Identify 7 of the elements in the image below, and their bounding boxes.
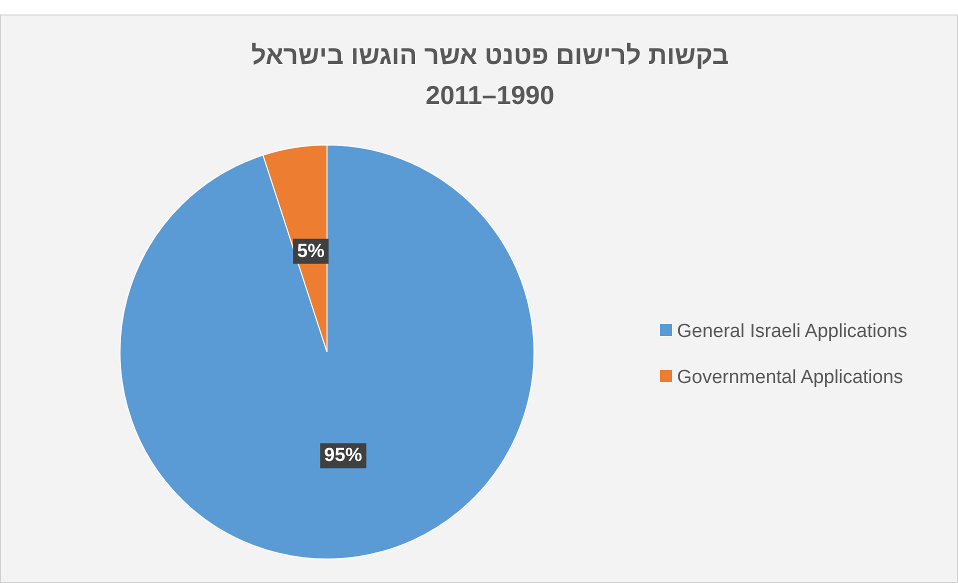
legend-label: Governmental Applications: [677, 367, 904, 388]
chart-subtitle: 2011–1990: [426, 80, 554, 110]
data-label: 95%: [324, 445, 362, 466]
legend-label: General Israeli Applications: [677, 321, 908, 342]
pie-slice: [120, 144, 534, 560]
chart-title: בקשות לרישום פטנט אשר הוגשו בישראל: [251, 40, 729, 70]
data-label: 5%: [297, 240, 325, 262]
